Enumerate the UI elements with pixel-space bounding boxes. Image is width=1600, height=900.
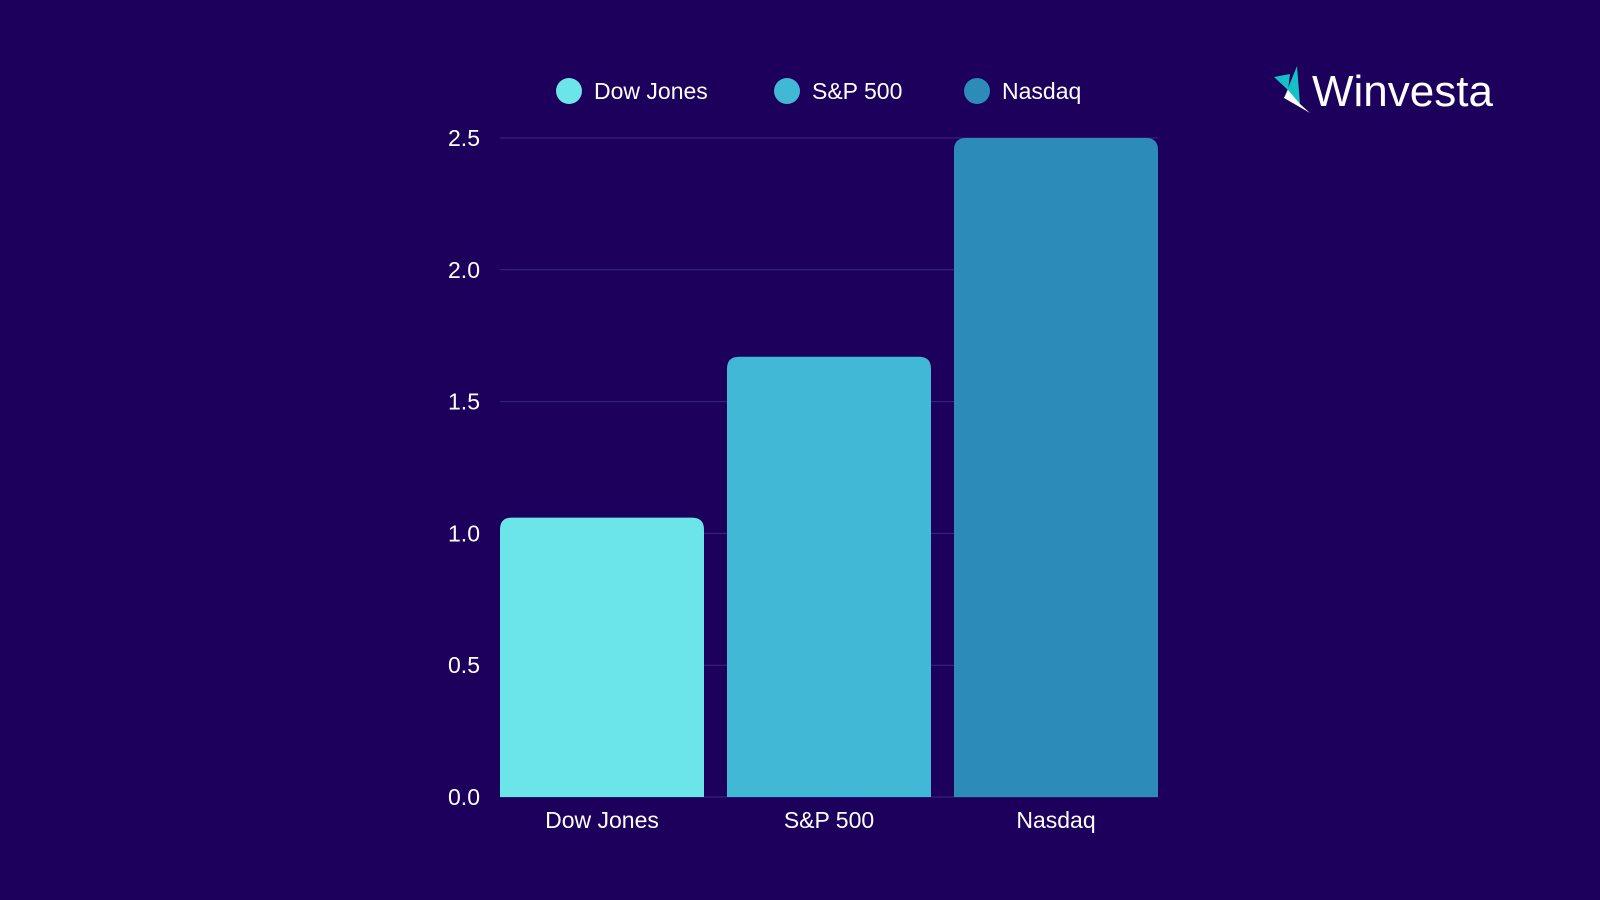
logo-text: Winvesta bbox=[1312, 67, 1493, 116]
legend-label: Nasdaq bbox=[1002, 78, 1081, 104]
legend-item: Dow Jones bbox=[556, 78, 708, 104]
legend-item: Nasdaq bbox=[964, 78, 1081, 104]
legend-swatch bbox=[556, 78, 582, 104]
winvesta-logo: Winvesta bbox=[1274, 66, 1493, 116]
y-tick-label: 1.0 bbox=[448, 520, 480, 546]
legend-label: Dow Jones bbox=[594, 78, 708, 104]
legend-item: S&P 500 bbox=[774, 78, 902, 104]
bird-logo-icon bbox=[1274, 66, 1310, 113]
y-tick-label: 2.5 bbox=[448, 125, 480, 151]
legend-swatch bbox=[964, 78, 990, 104]
y-tick-label: 0.0 bbox=[448, 784, 480, 810]
legend-label: S&P 500 bbox=[812, 78, 902, 104]
x-tick-label: S&P 500 bbox=[784, 807, 874, 833]
bar-s-p-500 bbox=[727, 356, 931, 797]
legend-swatch bbox=[774, 78, 800, 104]
bar-nasdaq bbox=[954, 138, 1158, 797]
y-tick-label: 0.5 bbox=[448, 652, 480, 678]
y-tick-label: 1.5 bbox=[448, 389, 480, 415]
x-tick-label: Nasdaq bbox=[1016, 807, 1095, 833]
y-tick-label: 2.0 bbox=[448, 257, 480, 283]
bar-dow-jones bbox=[500, 517, 704, 797]
x-tick-label: Dow Jones bbox=[545, 807, 659, 833]
